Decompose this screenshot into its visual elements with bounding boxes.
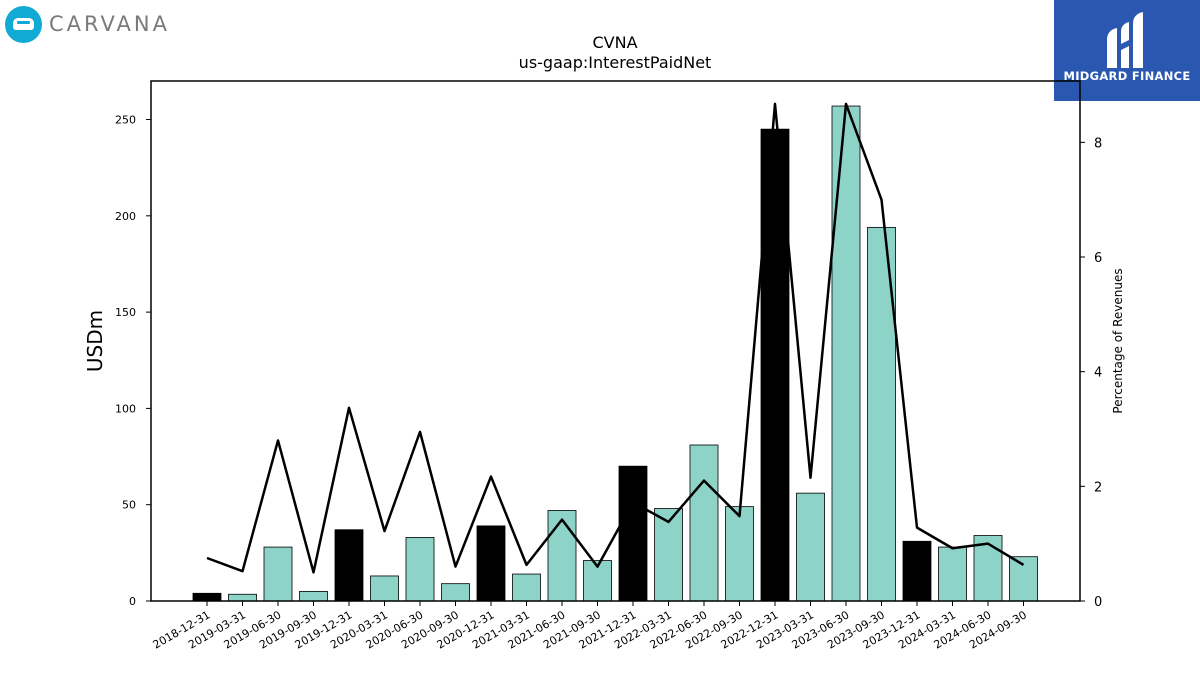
y-tick-label: 250	[115, 114, 136, 127]
bar-2024-06-30	[973, 535, 1003, 602]
y-tick-label: 200	[115, 210, 136, 223]
y2-tick-label: 4	[1094, 366, 1102, 381]
y2-tick-label: 0	[1094, 595, 1102, 610]
y2-tick-label: 6	[1094, 251, 1102, 266]
bar-2019-03-31	[228, 593, 257, 602]
y2-tick-label: 8	[1094, 136, 1102, 151]
bar-2019-09-30	[299, 590, 328, 602]
carvana-logo-text: CARVANA	[49, 12, 170, 36]
chart-title: CVNA	[592, 33, 637, 52]
car-icon	[5, 5, 42, 43]
midgard-logo-text: MIDGARD FINANCE	[1063, 69, 1191, 83]
y-tick-label: 0	[129, 595, 136, 608]
y-axis-label: USDm	[83, 310, 107, 372]
bar-2022-06-30	[689, 444, 719, 602]
y-tick-label: 100	[115, 402, 136, 415]
y2-tick-label: 2	[1094, 480, 1102, 495]
plot-frame	[150, 80, 1081, 602]
bar-2021-12-31	[618, 465, 648, 602]
bar-2024-09-30	[1009, 556, 1038, 602]
midgard-logo-mark-icon	[1107, 12, 1143, 68]
y-tick-label: 150	[115, 306, 136, 319]
y2-axis-label: Percentage of Revenues	[1111, 268, 1125, 413]
bar-2019-06-30	[263, 546, 293, 602]
y-tick-label: 50	[122, 499, 136, 512]
bar-2023-03-31	[796, 492, 825, 602]
bar-2020-03-31	[370, 575, 399, 602]
bar-2020-09-30	[441, 583, 470, 602]
percentage-of-revenues-line	[206, 102, 1025, 574]
bar-2018-12-31	[192, 592, 222, 602]
bar-2020-06-30	[405, 537, 435, 602]
midgard-finance-logo: MIDGARD FINANCE	[1054, 0, 1200, 101]
bar-2021-03-31	[512, 573, 541, 602]
bar-2020-12-31	[476, 525, 506, 602]
bar-2019-12-31	[334, 529, 364, 602]
bar-2024-03-31	[938, 546, 967, 602]
bar-2022-03-31	[654, 508, 683, 602]
bar-2022-09-30	[725, 506, 754, 602]
carvana-logo: CARVANA	[5, 5, 170, 43]
bar-2023-12-31	[902, 540, 932, 602]
bar-2021-06-30	[547, 510, 577, 602]
bar-2023-06-30	[831, 105, 861, 602]
chart-subtitle: us-gaap:InterestPaidNet	[519, 53, 712, 72]
